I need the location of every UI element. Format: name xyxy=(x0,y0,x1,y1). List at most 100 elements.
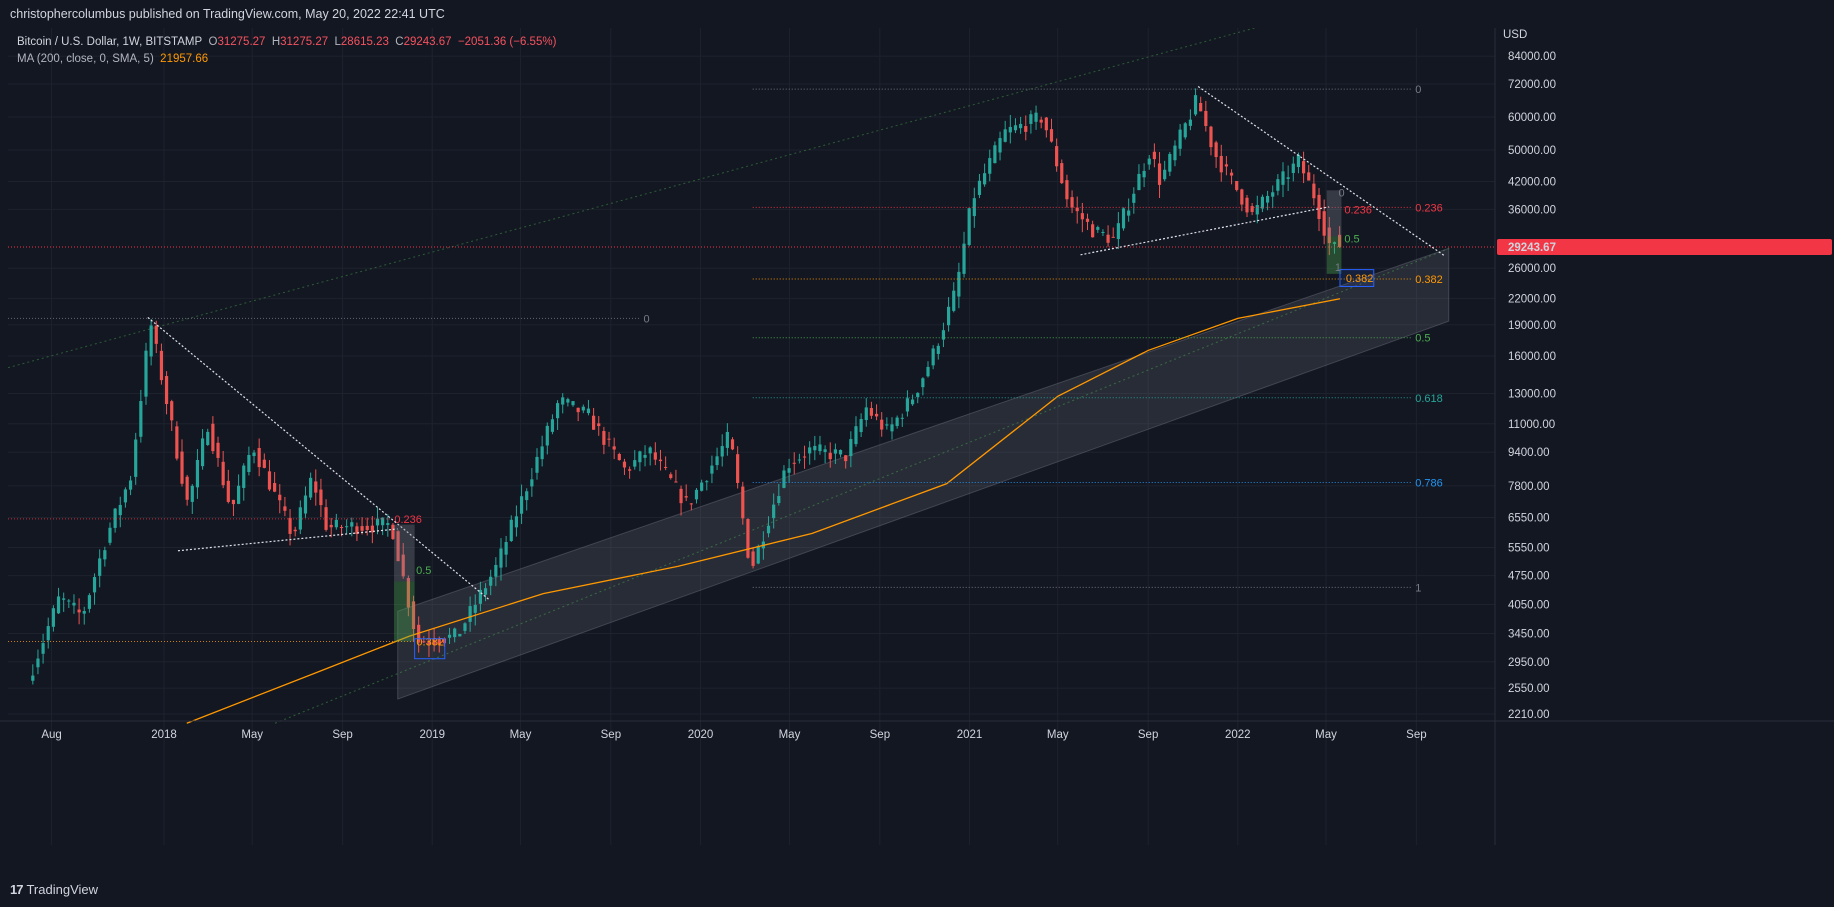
candle-body xyxy=(664,466,668,468)
candle-body xyxy=(1245,197,1249,213)
candle xyxy=(92,573,97,605)
candle xyxy=(782,465,786,489)
candle-body xyxy=(1296,154,1301,168)
candle-body xyxy=(1065,180,1069,200)
candle xyxy=(1065,174,1069,208)
candle-body xyxy=(715,456,719,466)
candle xyxy=(694,488,699,504)
candle-body xyxy=(931,348,935,366)
candle-body xyxy=(1204,110,1208,126)
y-tick-label: 72000.00 xyxy=(1508,79,1556,91)
candle xyxy=(247,446,251,476)
candle xyxy=(324,499,328,532)
candle xyxy=(1060,159,1064,185)
candle-body xyxy=(56,596,61,614)
middle-trendline xyxy=(274,247,1449,724)
projection-label: 1 xyxy=(1335,262,1341,274)
candle-body xyxy=(237,485,241,504)
candle-body xyxy=(1116,223,1120,240)
candle xyxy=(262,453,266,469)
candle-body xyxy=(602,431,606,445)
candle-body xyxy=(478,589,483,604)
projection-green-zone xyxy=(394,581,415,642)
candle xyxy=(633,450,637,470)
candle xyxy=(813,435,817,461)
candle-body xyxy=(694,489,699,500)
ma-indicator-label[interactable]: MA (200, close, 0, SMA, 5) xyxy=(17,53,154,65)
candle xyxy=(1029,110,1033,134)
candle-body xyxy=(658,459,663,462)
candle-body xyxy=(77,609,81,613)
candle xyxy=(1307,164,1311,181)
candle-body xyxy=(1209,126,1213,148)
candle-body xyxy=(504,542,508,555)
candle xyxy=(1214,140,1218,168)
candle xyxy=(854,416,858,447)
candle-body xyxy=(828,452,832,460)
candle xyxy=(725,423,729,456)
candle xyxy=(1188,109,1192,131)
candle xyxy=(334,513,338,530)
candle-body xyxy=(818,444,822,452)
candle-body xyxy=(941,330,946,340)
candle xyxy=(170,399,174,432)
candle xyxy=(159,343,164,385)
candle xyxy=(679,485,683,516)
y-tick-label: 4050.00 xyxy=(1508,599,1550,611)
candle-body xyxy=(31,675,35,681)
candle-body xyxy=(1188,119,1192,126)
candle xyxy=(730,437,735,451)
candle-body xyxy=(972,198,976,217)
candle xyxy=(309,472,313,501)
candle-body xyxy=(1183,123,1187,138)
x-tick-label: 2018 xyxy=(151,729,177,741)
y-tick-label: 2550.00 xyxy=(1508,683,1550,695)
fib-level-label: 0.382 xyxy=(1415,274,1443,286)
candle xyxy=(72,594,76,614)
candle-body xyxy=(1338,234,1342,247)
candle-body xyxy=(900,417,904,419)
y-tick-label: 19000.00 xyxy=(1508,320,1556,332)
candle xyxy=(967,207,971,247)
candle-body xyxy=(1060,163,1064,184)
candle xyxy=(453,627,457,643)
y-tick-label: 16000.00 xyxy=(1508,351,1556,363)
channel-band xyxy=(397,247,1450,700)
candle xyxy=(401,543,405,579)
candle-body xyxy=(730,439,735,450)
candle xyxy=(844,454,848,469)
candle-body xyxy=(453,628,457,638)
candle xyxy=(669,472,673,480)
candle-body xyxy=(916,392,920,398)
candle-body xyxy=(468,606,472,622)
candle-body xyxy=(921,378,925,388)
tradingview-logo[interactable]: 17 TradingView xyxy=(10,882,98,897)
candle xyxy=(617,452,621,461)
candle-body xyxy=(926,366,930,377)
x-tick-label: Sep xyxy=(870,729,890,741)
candle-body xyxy=(689,503,693,505)
candle-body xyxy=(1121,208,1126,229)
candle xyxy=(797,453,801,464)
candle-body xyxy=(134,439,138,477)
candle-body xyxy=(772,504,776,519)
candle xyxy=(648,446,652,466)
candle xyxy=(1245,194,1249,218)
y-tick-label: 5550.00 xyxy=(1508,542,1550,554)
candle xyxy=(777,483,781,506)
candle-body xyxy=(447,634,452,638)
candle xyxy=(1039,116,1043,129)
candle xyxy=(952,282,956,313)
candle xyxy=(319,478,323,518)
fib-level-label: 0 xyxy=(1415,84,1421,96)
candle-body xyxy=(391,524,395,539)
candle xyxy=(555,400,560,430)
candle xyxy=(540,435,544,467)
price-chart[interactable]: 00.2360.3820.50.6180.786100.2360.38200.2… xyxy=(0,28,1834,873)
legend-symbol[interactable]: Bitcoin / U.S. Dollar, 1W, BITSTAMP xyxy=(17,36,203,48)
candle-body xyxy=(1271,192,1275,197)
legend-close: 29243.67 xyxy=(403,36,452,48)
candle xyxy=(67,598,71,608)
x-tick-label: Sep xyxy=(1406,729,1426,741)
candle-body xyxy=(684,496,688,498)
